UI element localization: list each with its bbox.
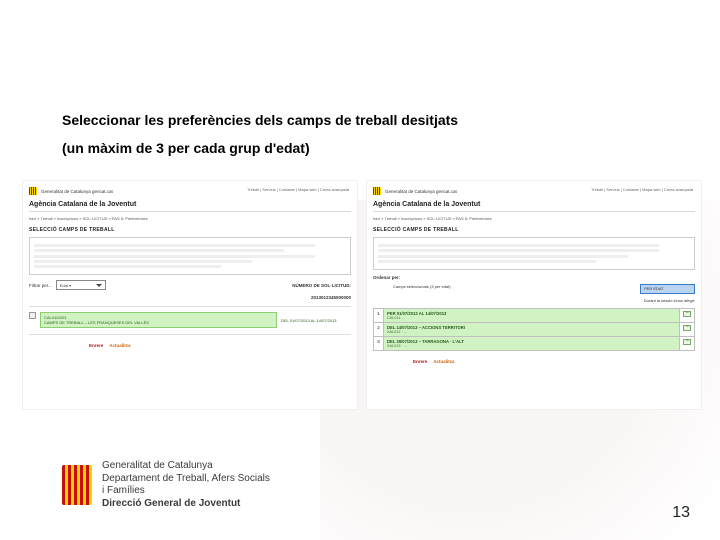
slide-heading: Seleccionar les preferències dels camps …	[62, 112, 662, 156]
footer-line-1: Generalitat de Catalunya	[102, 460, 270, 473]
page-number: 13	[672, 504, 690, 522]
footer-line-4: Direcció General de Joventut	[102, 498, 270, 511]
senyera-icon	[29, 187, 37, 195]
order-label: Ordenar per:	[373, 275, 400, 280]
remove-icon[interactable]	[683, 339, 691, 345]
footer-logo: Generalitat de Catalunya Departament de …	[62, 460, 270, 510]
actualitza-button[interactable]: Actualitza	[433, 359, 454, 364]
filter-select-value: Edat ▾	[60, 283, 71, 288]
senyera-icon	[373, 187, 381, 195]
breadcrumb: Inici » Treball » Inscripcions » SOL·LIC…	[29, 216, 351, 221]
camp-cell[interactable]: DEL 29/07/2013 – TARRAGONA · L'ALT XAL01…	[384, 336, 680, 350]
gov-text: Generalitat de Catalunya gencat.cat	[385, 189, 457, 194]
section-title: SELECCIÓ CAMPS DE TREBALL	[29, 227, 351, 233]
selected-camp-cell[interactable]: CAL0111021 CAMPS DE TREBALL – LES FRANQU…	[40, 312, 277, 328]
filter-select[interactable]: Edat ▾	[56, 280, 106, 290]
selected-camps-table: 1 PER 01/07/2013 AL 14/07/2013 CAL011 ..…	[373, 308, 695, 351]
section-title: SELECCIÓ CAMPS DE TREBALL	[373, 227, 695, 233]
footer-text: Generalitat de Catalunya Departament de …	[102, 460, 270, 510]
order-select[interactable]: PER EDAT	[640, 284, 695, 294]
camp-cell[interactable]: PER 01/07/2013 AL 14/07/2013 CAL011 ...	[384, 308, 680, 322]
filter-row: Filtrar per... Edat ▾ NÚMERO DE SOL·LICI…	[29, 280, 351, 290]
chevron-down-icon	[96, 284, 102, 287]
agency-title: Agència Catalana de la Joventut	[373, 201, 695, 212]
enrere-button[interactable]: Enrere	[89, 343, 103, 348]
footer-line-2: Departament de Treball, Afers Socials	[102, 473, 270, 486]
remove-icon[interactable]	[683, 325, 691, 331]
app-number-label: NÚMERO DE SOL·LICITUD:	[292, 283, 351, 288]
row-number: 1	[374, 308, 384, 322]
col-camps-label: Camps seleccionats (3 per edat)	[393, 284, 625, 294]
app-number-value: 2013012345500000	[311, 295, 351, 300]
row-number: 2	[374, 322, 384, 336]
actualitza-button[interactable]: Actualitza	[109, 343, 130, 348]
col-sessio-label: Durant la sessió s'han afegit:	[625, 298, 695, 303]
heading-line-2: (un màxim de 3 per cada grup d'edat)	[62, 140, 662, 156]
remove-icon[interactable]	[683, 311, 691, 317]
heading-line-1: Seleccionar les preferències dels camps …	[62, 112, 662, 128]
gov-text: Generalitat de Catalunya gencat.cat	[41, 189, 113, 194]
table-row: 3 DEL 29/07/2013 – TARRAGONA · L'ALT XAL…	[374, 336, 695, 350]
table-row: 1 PER 01/07/2013 AL 14/07/2013 CAL011 ..…	[374, 308, 695, 322]
table-row: 2 DEL 14/07/2013 – ACCIONS TERRITORI XAL…	[374, 322, 695, 336]
senyera-icon	[62, 465, 92, 505]
screenshot-right: Treball | Serveis | Contacte | Mapa web …	[366, 180, 702, 410]
top-nav-links: Treball | Serveis | Contacte | Mapa web …	[247, 187, 349, 192]
breadcrumb: Inici » Treball » Inscripcions » SOL·LIC…	[373, 216, 695, 221]
screenshot-left: Treball | Serveis | Contacte | Mapa web …	[22, 180, 358, 410]
instructions-panel	[373, 237, 695, 270]
top-nav-links: Treball | Serveis | Contacte | Mapa web …	[591, 187, 693, 192]
instructions-panel	[29, 237, 351, 275]
filter-label: Filtrar per...	[29, 283, 52, 288]
agency-title: Agència Catalana de la Joventut	[29, 201, 351, 212]
calendar-icon	[29, 312, 36, 319]
camp-name: CAMPS DE TREBALL – LES FRANQUESES DEL VA…	[44, 320, 273, 325]
camp-cell[interactable]: DEL 14/07/2013 – ACCIONS TERRITORI XAL01…	[384, 322, 680, 336]
camp-dates: DEL 01/07/2013 AL 14/07/2013	[281, 312, 351, 328]
footer-line-3: i Famílies	[102, 485, 270, 498]
order-select-value: PER EDAT	[644, 286, 664, 291]
row-number: 3	[374, 336, 384, 350]
enrere-button[interactable]: Enrere	[413, 359, 427, 364]
